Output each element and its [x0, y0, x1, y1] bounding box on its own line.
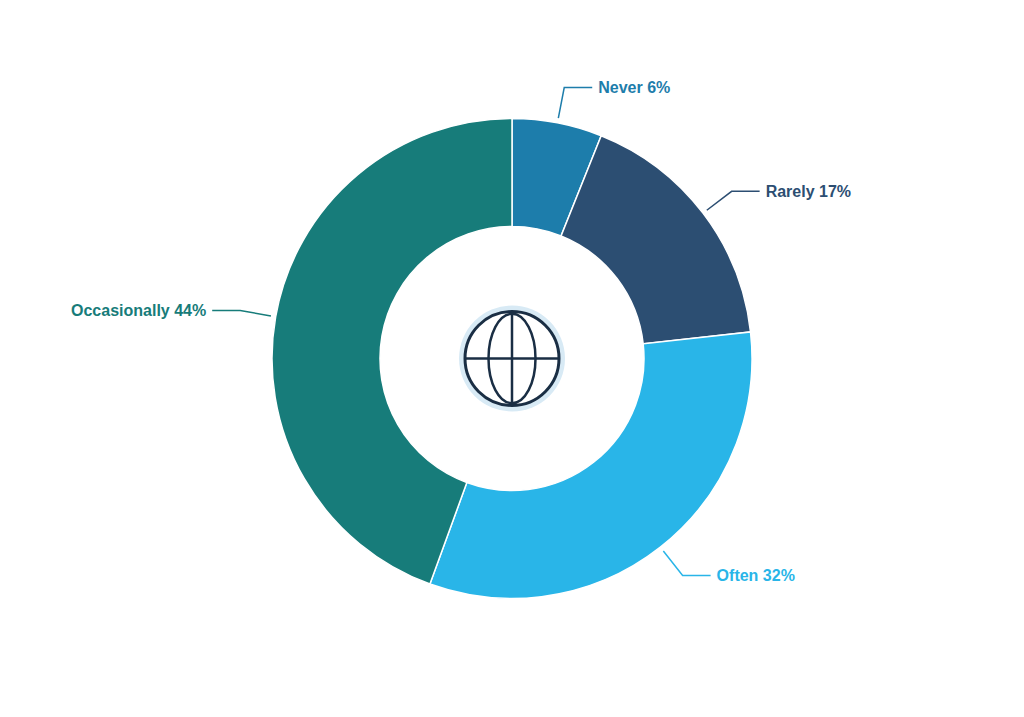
slices — [272, 119, 752, 599]
data-label: Occasionally 44% — [71, 302, 206, 319]
leader-line — [212, 311, 271, 316]
leader-line — [663, 551, 710, 576]
globe-outline — [465, 312, 559, 406]
labels: Never 6% Rarely 17% Often 32% Occasionally … — [71, 79, 851, 584]
globe-icon — [459, 306, 565, 412]
data-label: Often 32% — [717, 567, 795, 584]
donut: Never 6% Rarely 17% Often 32% Occasionally … — [71, 79, 851, 598]
leader-line — [558, 87, 592, 118]
data-label: Rarely 17% — [766, 183, 851, 200]
leader-line — [707, 191, 760, 210]
globe-line — [511, 312, 514, 406]
globe-background — [459, 306, 565, 412]
chart: Never 6% Rarely 17% Often 32% Occasionally … — [0, 0, 1024, 717]
slice — [561, 136, 750, 344]
globe-meridian — [489, 314, 536, 403]
data-label: Never 6% — [598, 79, 670, 96]
